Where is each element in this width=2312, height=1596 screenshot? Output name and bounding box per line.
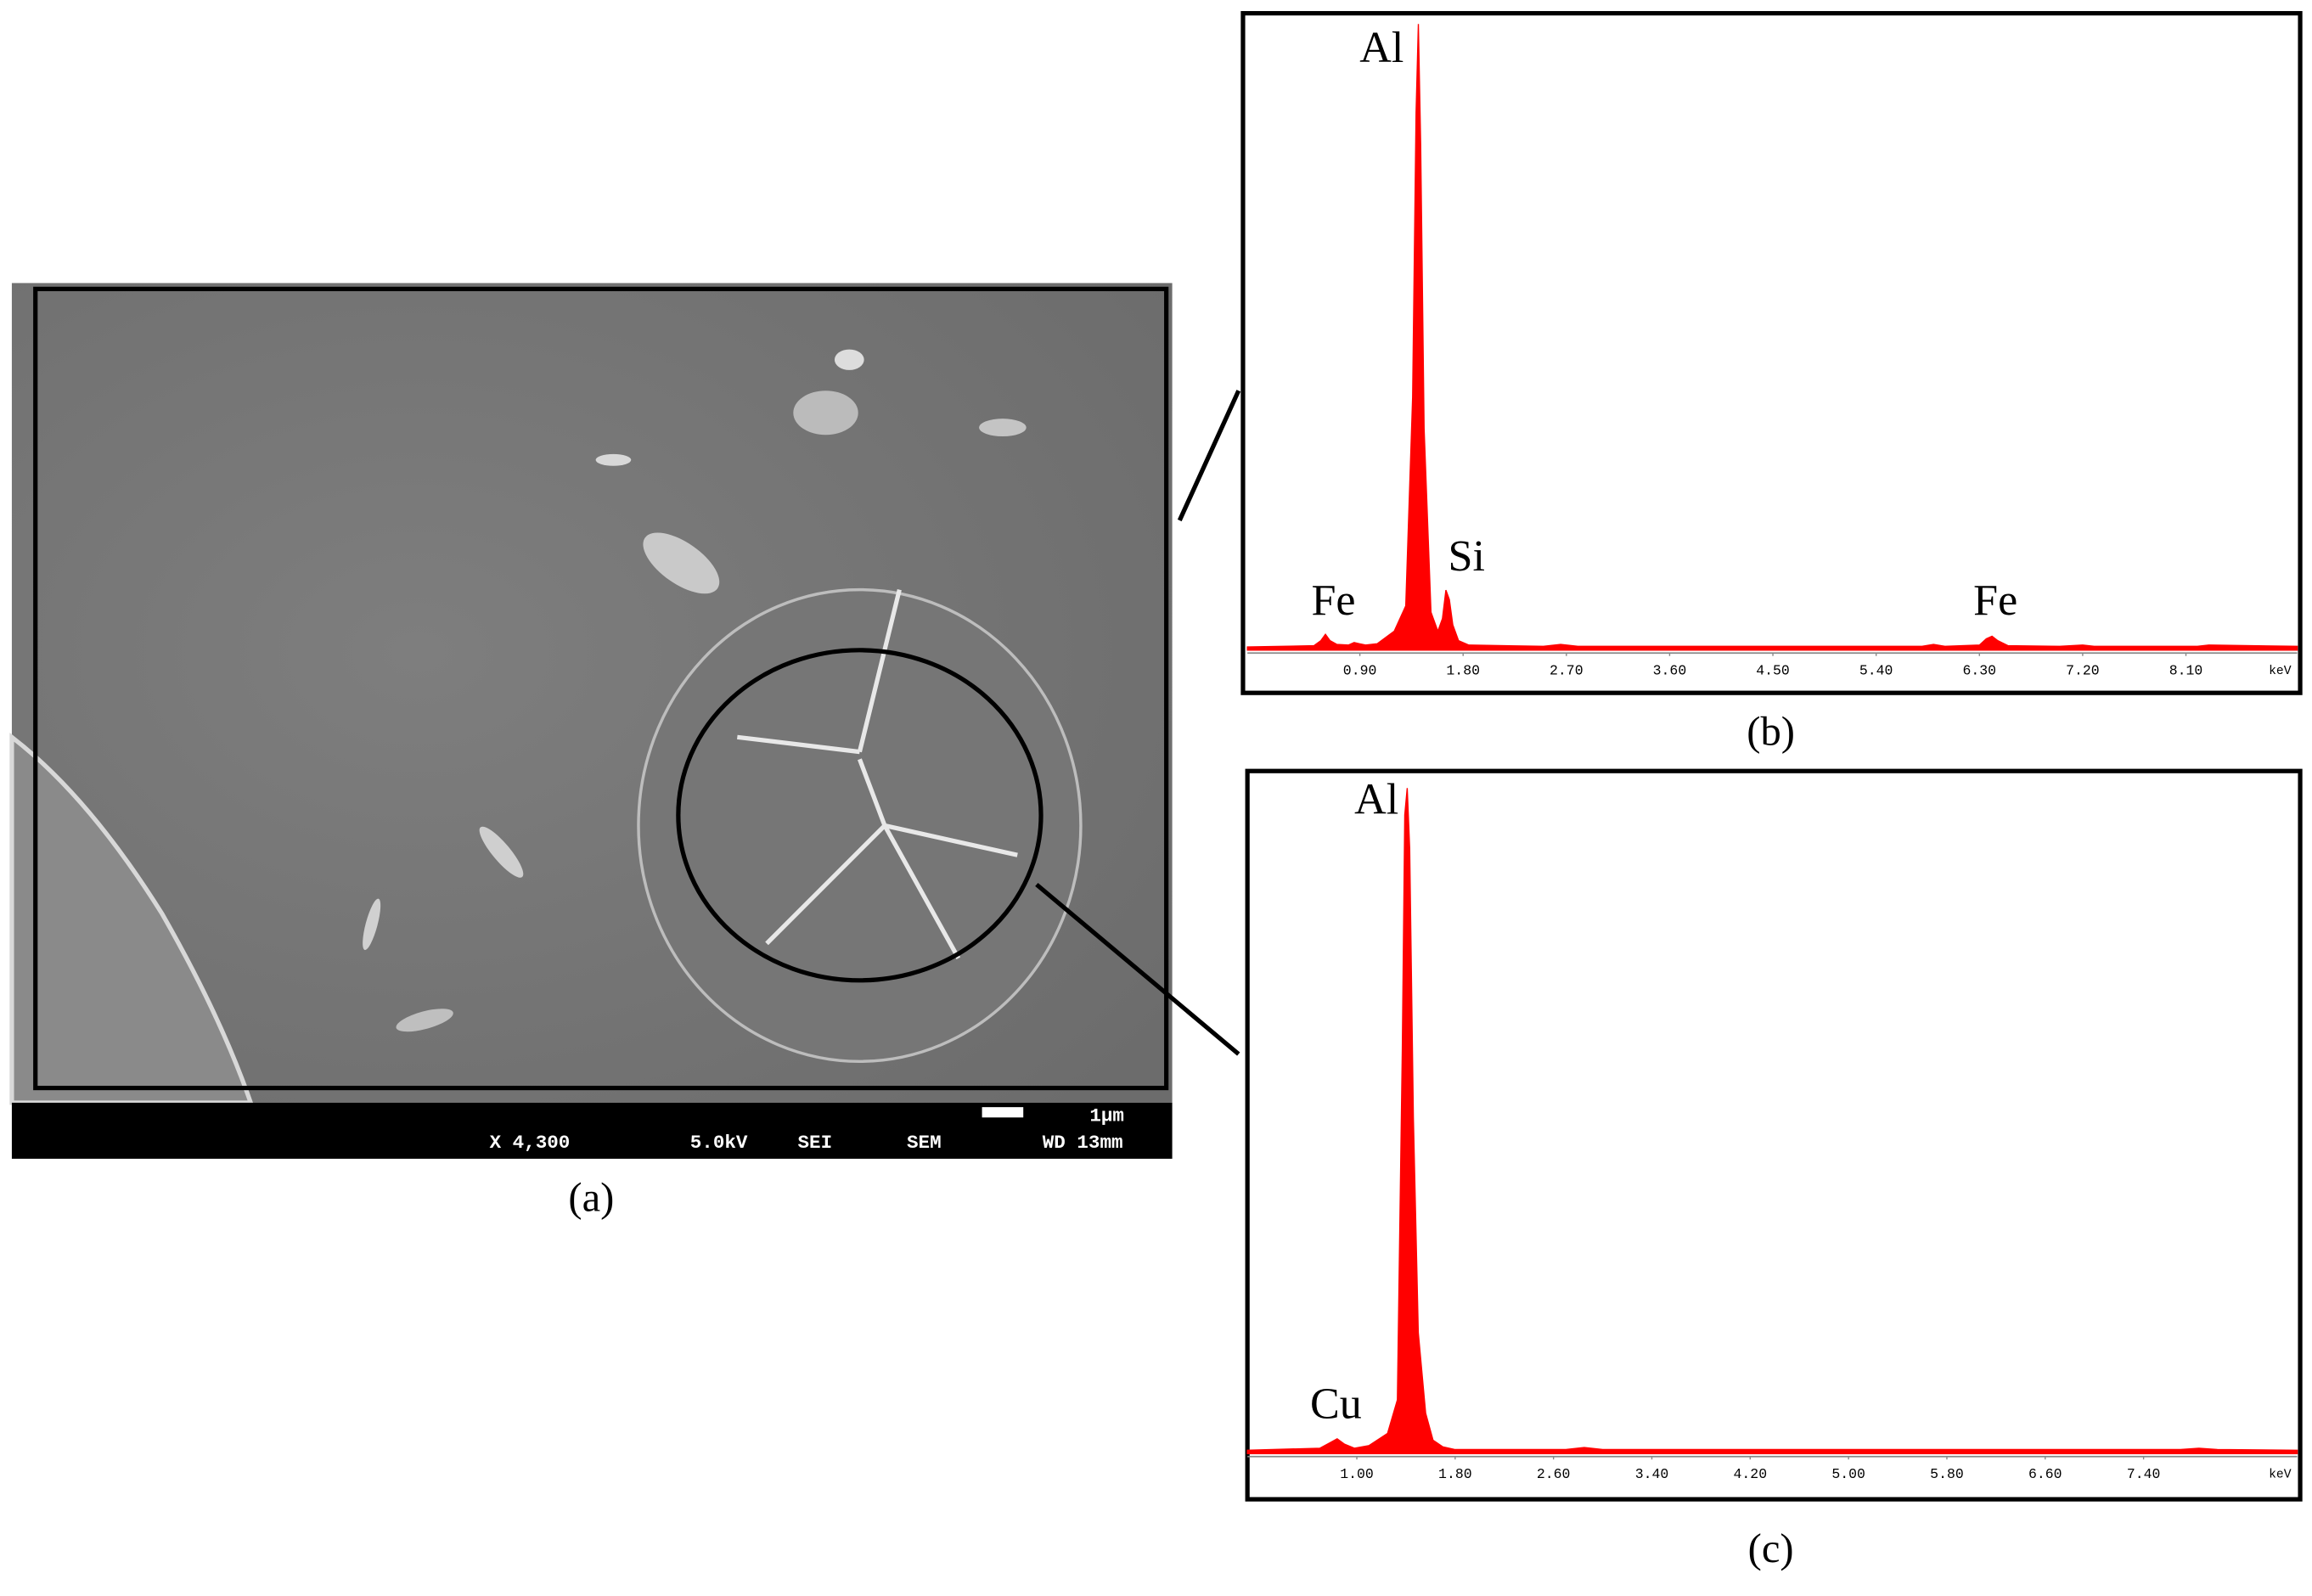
sem-feature <box>637 587 1083 1064</box>
sem-feature <box>9 732 254 1105</box>
peak-label: Fe <box>1973 576 2017 625</box>
detector: SEI <box>798 1132 833 1154</box>
x-tick-label: 1.00 <box>1340 1466 1374 1482</box>
x-tick-label: 7.20 <box>2066 662 2100 678</box>
spectrum <box>1246 788 2298 1454</box>
voltage: 5.0kV <box>690 1132 748 1154</box>
x-tick-label: 2.60 <box>1537 1466 1571 1482</box>
peak-label: Al <box>1354 775 1398 823</box>
panel-caption: (c) <box>1748 1526 1794 1571</box>
magnification: X 4,300 <box>490 1132 571 1154</box>
x-tick-label: 1.80 <box>1446 662 1480 678</box>
sem-image: 1μm X 4,300 5.0kV SEI SEM WD 13mm (a) <box>9 283 1173 1220</box>
sem-feature <box>643 532 720 594</box>
x-tick-label: 3.40 <box>1635 1466 1669 1482</box>
x-tick-label: 6.30 <box>1963 662 1997 678</box>
sem-feature <box>396 1009 453 1032</box>
x-tick-label: 3.60 <box>1653 662 1687 678</box>
x-tick-label: 5.00 <box>1831 1466 1865 1482</box>
x-tick-label: 1.80 <box>1438 1466 1472 1482</box>
image-frame <box>33 286 1169 1091</box>
sem-feature <box>479 826 524 878</box>
x-tick-label: 2.70 <box>1550 662 1584 678</box>
x-tick-label: 5.80 <box>1930 1466 1964 1482</box>
sem-feature <box>834 349 864 370</box>
x-tick-label: 6.60 <box>2028 1466 2062 1482</box>
x-tick-label: 5.40 <box>1859 662 1893 678</box>
x-tick-label: 8.10 <box>2169 662 2203 678</box>
x-axis-label: keV <box>2269 665 2292 678</box>
sem-feature <box>793 391 858 436</box>
spectrum <box>1246 24 2298 651</box>
x-tick-label: 7.40 <box>2127 1466 2161 1482</box>
sem-info-bar <box>11 1102 1173 1159</box>
x-tick-label: 0.90 <box>1343 662 1377 678</box>
peak-label: Si <box>1449 532 1485 581</box>
connector <box>1177 390 1241 522</box>
scale-label: 1μm <box>1089 1105 1124 1127</box>
mode: SEM <box>907 1132 942 1154</box>
x-axis-label: keV <box>2269 1468 2292 1481</box>
peak-label: Fe <box>1311 576 1355 625</box>
sem-feature <box>979 419 1027 437</box>
sem-feature <box>737 589 1018 960</box>
chart-frame <box>1240 11 2303 695</box>
region-circle <box>676 648 1043 983</box>
x-tick-label: 4.20 <box>1734 1466 1768 1482</box>
connector <box>1035 882 1240 1056</box>
peak-label: Cu <box>1310 1380 1362 1428</box>
sem-feature <box>363 898 381 951</box>
panel-caption: (b) <box>1747 709 1795 755</box>
sem-feature <box>595 453 632 466</box>
peak-label: Al <box>1359 24 1404 72</box>
scale-bar <box>982 1107 1024 1118</box>
x-tick-label: 4.50 <box>1756 662 1790 678</box>
working-distance: WD 13mm <box>1043 1132 1123 1154</box>
panel-caption: (a) <box>568 1174 614 1220</box>
